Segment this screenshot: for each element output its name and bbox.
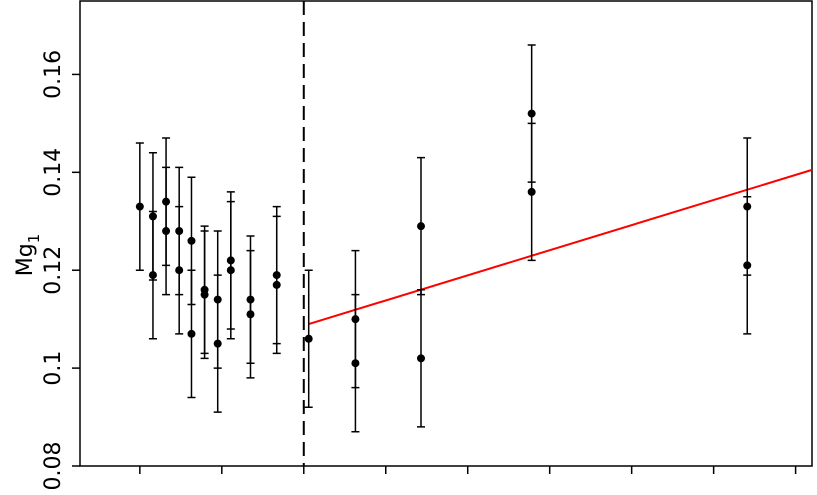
fit-line [308,168,813,326]
y-axis-label: Mg1 [13,234,43,277]
point [743,261,752,270]
point [187,236,196,245]
point [527,187,536,196]
point [527,109,536,118]
point [226,266,235,275]
y-tick-label: 0.14 [41,148,66,197]
y-tick-label: 0.16 [41,50,66,99]
y-tick-label: 0.1 [41,351,66,386]
point [148,271,157,280]
point [416,354,425,363]
point [416,222,425,231]
y-tick-label: 0.12 [41,246,66,295]
point [200,290,209,299]
point [272,280,281,289]
point [135,202,144,211]
plot-frame [79,0,813,467]
point [187,329,196,338]
point [246,310,255,319]
y-tick-label: 0.08 [41,442,66,491]
point [213,339,222,348]
point [162,227,171,236]
point [175,266,184,275]
point [351,359,360,368]
point [304,334,313,343]
